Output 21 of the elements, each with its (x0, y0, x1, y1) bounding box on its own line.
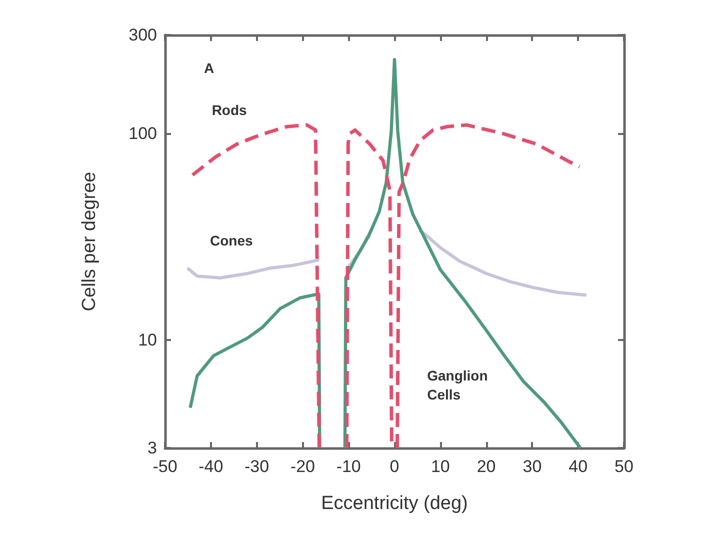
y-tick-label: 10 (138, 330, 157, 350)
y-tick-label: 3 (148, 438, 157, 458)
x-tick-label: -40 (198, 457, 224, 476)
y-tick-label: 300 (128, 26, 157, 44)
series-label: Rods (212, 102, 248, 118)
x-axis-title: Eccentricity (deg) (321, 493, 468, 514)
x-tick-label: -30 (244, 457, 270, 476)
x-tick-label: 20 (476, 457, 496, 476)
x-tick-label: 30 (522, 457, 542, 476)
x-tick-label: 10 (430, 457, 450, 476)
x-tick-label: -10 (336, 457, 361, 476)
x-tick-label: 40 (568, 457, 588, 476)
y-tick-label: 100 (128, 124, 157, 144)
series-label: Cones (210, 232, 253, 248)
x-tick-label: 0 (390, 457, 400, 476)
y-axis-title: Cells per degree (79, 172, 100, 312)
x-tick-label: -50 (152, 457, 178, 476)
annotation: A (204, 60, 214, 76)
x-tick-label: 50 (614, 457, 634, 476)
series-label: Ganglion Cells (427, 367, 492, 402)
x-tick-label: -20 (290, 457, 315, 476)
